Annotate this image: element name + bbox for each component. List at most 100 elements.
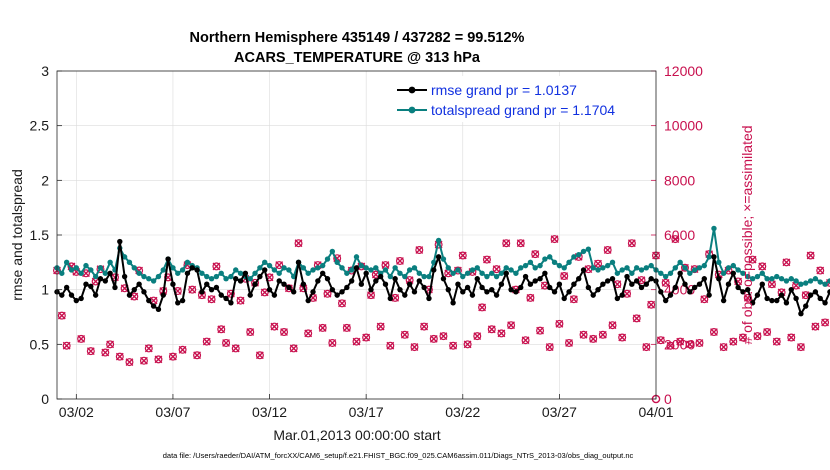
obs-assimilated-point [623, 289, 631, 298]
data-point [711, 225, 717, 232]
obs-assimilated-point [478, 303, 486, 312]
obs-possible-point [603, 246, 612, 255]
data-point [348, 267, 355, 273]
obs-possible-point [738, 333, 747, 342]
data-point [382, 267, 389, 273]
data-point [435, 237, 442, 244]
data-point [406, 267, 413, 273]
data-point [397, 286, 403, 293]
obs-assimilated-point [642, 343, 651, 351]
obs-assimilated-point [782, 258, 791, 267]
obs-possible-point [338, 299, 347, 308]
obs-possible-point [342, 323, 351, 332]
obs-possible-point [758, 262, 767, 271]
data-point [783, 278, 790, 284]
obs-possible-point [217, 325, 226, 334]
data-point [199, 289, 205, 295]
data-point [233, 267, 239, 273]
obs-possible-point [139, 356, 148, 365]
data-point [319, 270, 326, 276]
data-point [416, 270, 422, 276]
y2-tick-label: 8000 [664, 172, 695, 188]
data-point [102, 278, 109, 284]
data-point [208, 276, 215, 282]
data-point [392, 276, 398, 282]
obs-possible-point [680, 263, 689, 272]
data-point [136, 270, 142, 276]
obs-possible-point [275, 261, 284, 270]
obs-possible-point [521, 336, 530, 345]
data-point [735, 267, 741, 273]
data-point [194, 267, 200, 273]
chart-title: Northern Hemisphere 435149 / 437282 = 99… [190, 30, 525, 46]
obs-assimilated-point [492, 265, 501, 274]
data-point [218, 270, 224, 276]
data-point [595, 267, 601, 273]
obs-possible-point [676, 337, 685, 346]
obs-assimilated-point [231, 344, 240, 353]
obs-possible-point [395, 256, 404, 265]
obs-assimilated-point [154, 355, 163, 364]
obs-possible-point [255, 351, 264, 360]
data-point [532, 265, 538, 271]
data-point [281, 281, 287, 287]
data-point [498, 270, 505, 276]
data-point [208, 286, 215, 293]
data-point [319, 262, 326, 269]
obs-possible-point [536, 326, 545, 335]
data-point [822, 300, 828, 306]
data-point [677, 270, 683, 276]
obs-assimilated-point [521, 336, 530, 345]
obs-assimilated-point [710, 328, 718, 336]
obs-assimilated-point [217, 325, 226, 334]
obs-possible-point [106, 340, 115, 349]
obs-possible-point [816, 266, 825, 275]
obs-assimilated-point [449, 341, 458, 350]
obs-assimilated-point [140, 356, 148, 365]
obs-possible-point [478, 303, 487, 312]
data-point [604, 262, 611, 269]
data-point [503, 270, 509, 276]
data-point [271, 292, 278, 298]
data-point [286, 267, 292, 273]
obs-possible-point [328, 338, 337, 347]
data-point [68, 267, 75, 273]
obs-assimilated-point [801, 291, 810, 300]
obs-assimilated-point [700, 295, 709, 304]
data-point [73, 297, 80, 304]
data-point [745, 286, 751, 293]
series-totalspread [54, 225, 830, 287]
obs-assimilated-point [647, 300, 656, 309]
data-point [638, 284, 645, 291]
x-tick-label: 03/12 [252, 404, 287, 420]
data-point [474, 265, 480, 271]
data-point [266, 286, 273, 293]
obs-assimilated-point [526, 293, 535, 302]
obs-assimilated-point [289, 344, 298, 353]
data-point [730, 270, 736, 276]
obs-possible-point [323, 289, 332, 298]
data-point [199, 270, 205, 276]
data-point [600, 265, 606, 271]
data-point [387, 273, 394, 280]
obs-possible-point [608, 321, 617, 330]
obs-possible-point [410, 343, 419, 352]
obs-possible-point [598, 330, 607, 339]
obs-possible-point [502, 239, 511, 248]
data-point [160, 292, 166, 298]
obs-assimilated-point [386, 341, 395, 350]
obs-possible-point [231, 344, 240, 353]
data-point [764, 276, 770, 282]
obs-possible-point [429, 334, 438, 343]
data-point [793, 278, 799, 284]
data-point [696, 281, 703, 287]
data-point [271, 267, 278, 273]
obs-assimilated-point [338, 299, 346, 308]
obs-assimilated-point [367, 291, 375, 300]
data-point [252, 270, 258, 276]
obs-possible-point [700, 295, 709, 304]
data-point [257, 265, 263, 271]
data-point [633, 278, 640, 284]
data-point [489, 270, 495, 276]
obs-possible-point [352, 337, 361, 346]
